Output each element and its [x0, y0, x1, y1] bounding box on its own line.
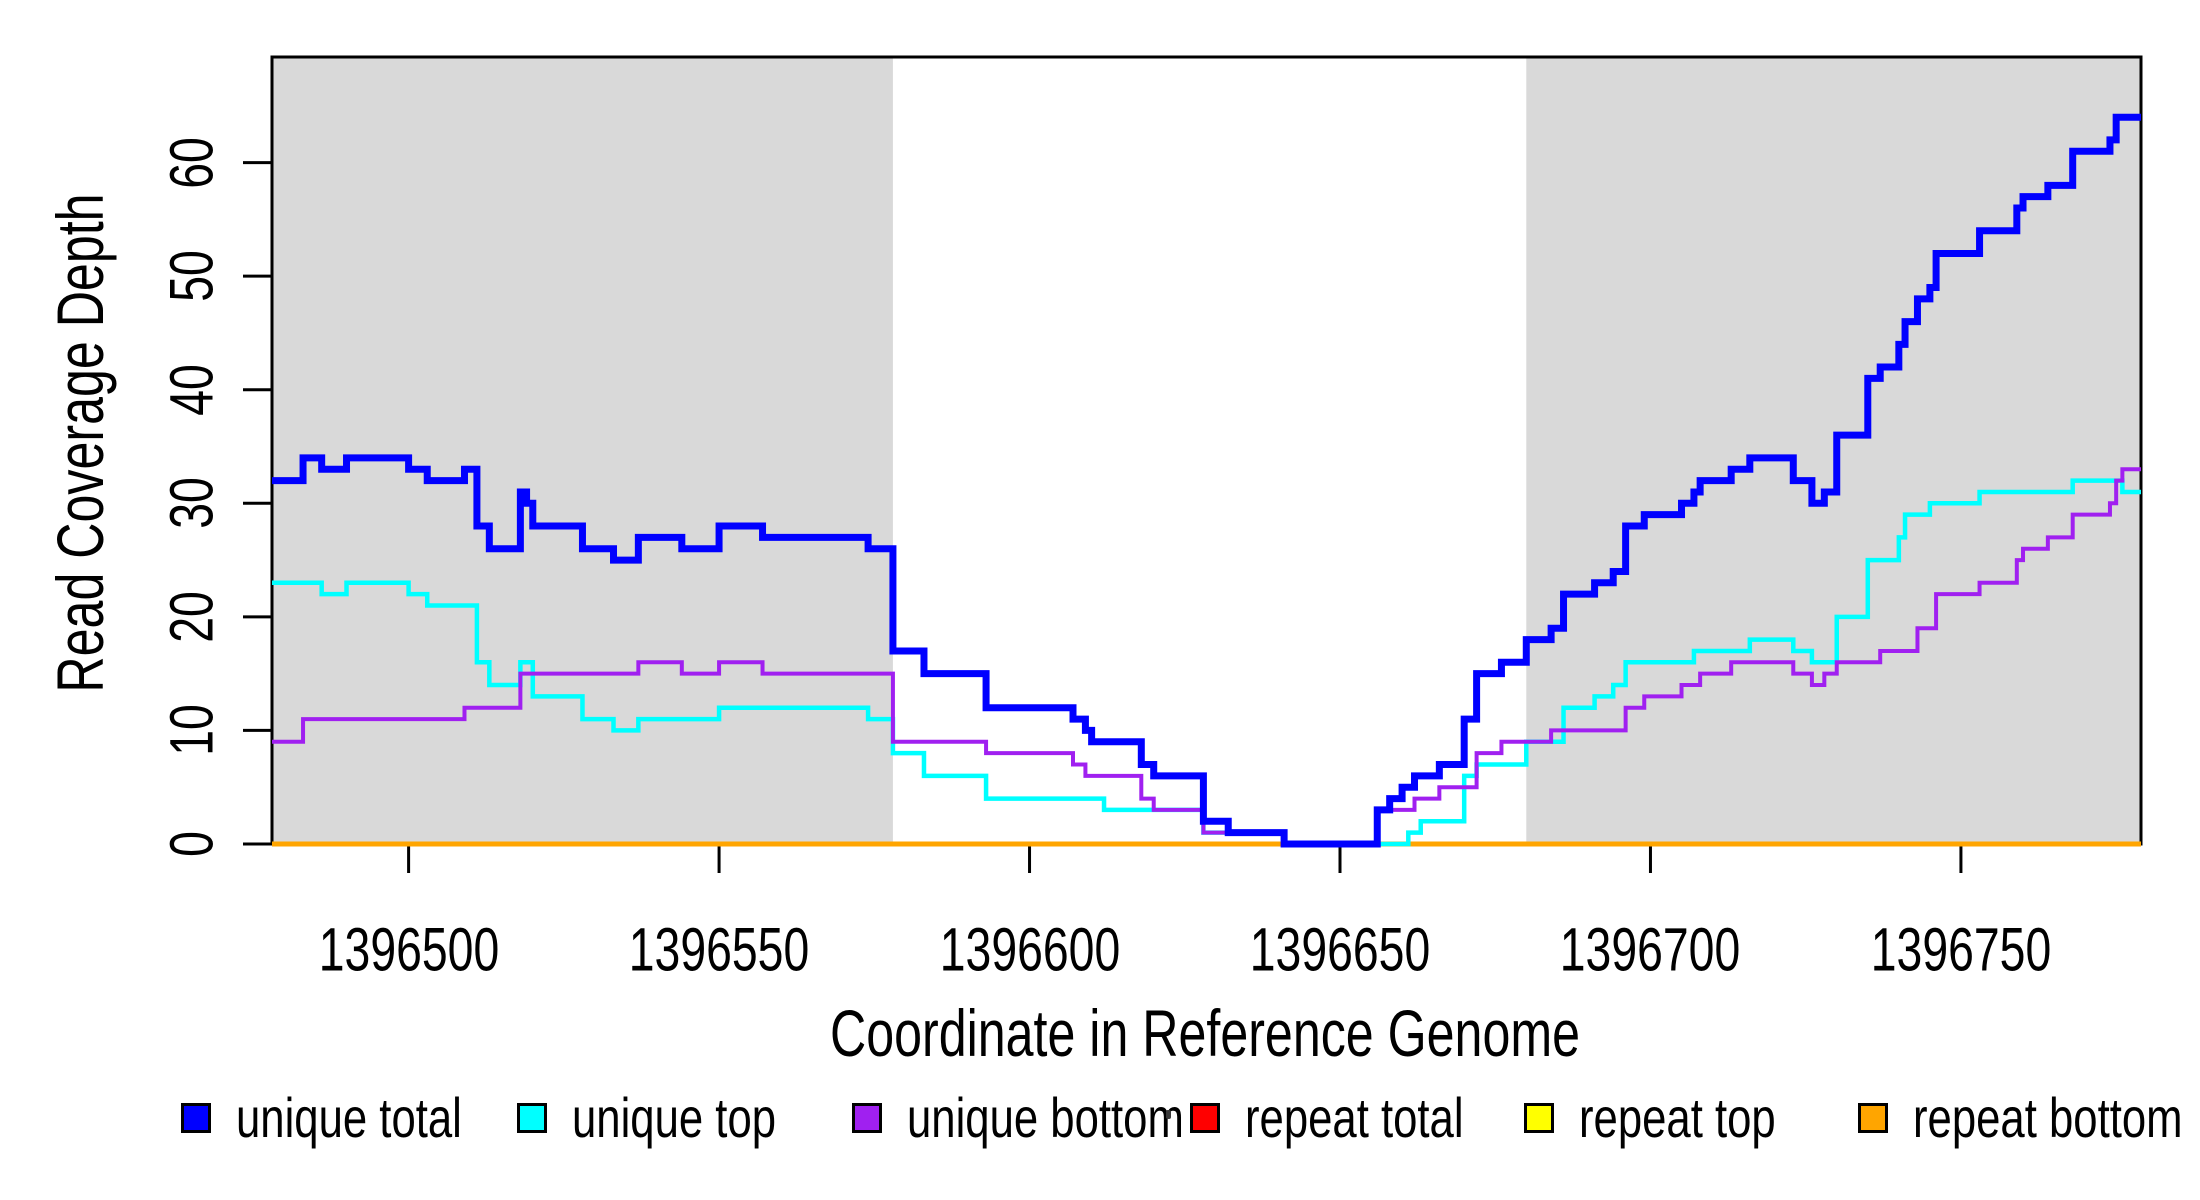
x-tick-label-1396650: 1396650: [1249, 915, 1431, 984]
legend-swatch-unique-top: [517, 1103, 547, 1133]
legend-swatch-repeat-bottom: [1858, 1103, 1888, 1133]
legend-label-repeat-top: repeat top: [1579, 1086, 1776, 1149]
legend-label-repeat-bottom: repeat bottom: [1913, 1086, 2183, 1149]
x-tick-label-1396550: 1396550: [628, 915, 810, 984]
y-tick-label-40: 40: [157, 363, 226, 416]
y-tick-label-60: 60: [157, 136, 226, 189]
legend-label-unique-total: unique total: [236, 1086, 462, 1149]
legend-label-unique-bottom: unique bottom: [907, 1086, 1184, 1149]
legend-swatch-repeat-top: [1524, 1103, 1554, 1133]
legend-swatch-unique-total: [181, 1103, 211, 1133]
y-tick-label-0: 0: [157, 831, 226, 857]
y-tick-label-50: 50: [157, 250, 226, 302]
shaded-region-left: [272, 57, 893, 844]
x-tick-label-1396700: 1396700: [1560, 915, 1741, 984]
y-tick-label-20: 20: [157, 591, 226, 643]
y-axis-title: Read Coverage Depth: [43, 193, 117, 693]
y-tick-label-30: 30: [157, 477, 226, 530]
legend-swatch-unique-bottom: [852, 1103, 882, 1133]
x-tick-label-1396750: 1396750: [1870, 915, 2052, 984]
series-line-unique-bottom: [272, 467, 2141, 846]
series-line-unique-total: [272, 113, 2141, 848]
legend-label-repeat-total: repeat total: [1245, 1086, 1464, 1149]
legend-label-unique-top: unique top: [572, 1086, 777, 1149]
stray-mark: [1166, 1110, 1171, 1119]
legend-swatch-repeat-total: [1190, 1103, 1220, 1133]
x-tick-label-1396600: 1396600: [939, 915, 1120, 984]
x-axis-title: Coordinate in Reference Genome: [829, 996, 1581, 1070]
x-tick-label-1396500: 1396500: [318, 915, 499, 984]
y-tick-label-10: 10: [157, 704, 226, 757]
